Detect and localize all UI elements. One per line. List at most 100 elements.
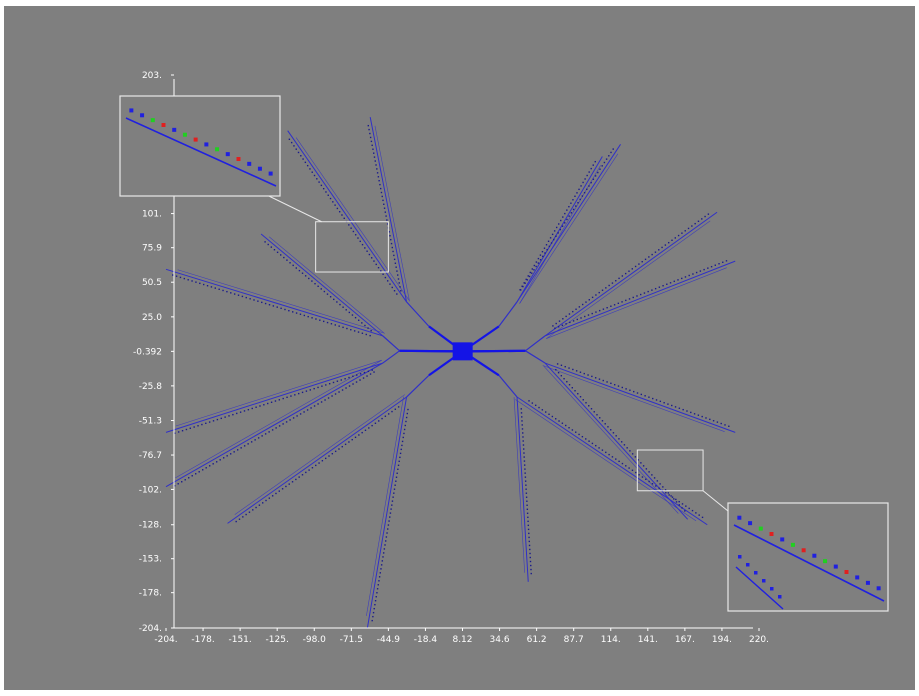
branch-dot: [393, 254, 395, 257]
branch-dot: [608, 155, 610, 157]
branch-dot: [664, 244, 667, 246]
branch-dot: [392, 496, 394, 498]
branch-dot: [561, 324, 564, 326]
branch-dot: [267, 402, 269, 405]
branch-dot: [328, 383, 331, 385]
branch-dot: [371, 619, 373, 622]
branch-dot: [535, 265, 537, 268]
branch-line: [513, 397, 525, 573]
branch-dot: [523, 448, 525, 450]
branch-dot: [361, 243, 364, 246]
branch-dot: [560, 219, 562, 222]
branch-dot: [273, 249, 276, 251]
branch-dot: [654, 251, 657, 253]
branch-dot: [620, 441, 623, 443]
branch-dot: [529, 271, 531, 274]
y-tick-label: -0.392: [133, 347, 162, 357]
branch-dot: [561, 225, 564, 227]
branch-dot: [356, 374, 358, 376]
branch-dot: [527, 520, 529, 523]
x-tick-label: -204.: [154, 635, 177, 645]
x-tick-label: 167.: [675, 635, 695, 645]
branch-dot: [610, 382, 612, 385]
y-tick-label: -178.: [139, 589, 162, 599]
branch-dot: [557, 326, 560, 328]
branch-dot: [581, 303, 584, 306]
branch-dot: [605, 287, 607, 289]
branch-dot: [348, 441, 350, 443]
branch-dot: [326, 293, 329, 295]
inset-dot: [865, 580, 870, 585]
branch-dot: [401, 444, 403, 447]
branch-dot: [304, 275, 307, 277]
branch-dot: [651, 483, 654, 485]
branch-dot: [316, 178, 318, 180]
branch-dot: [377, 266, 380, 269]
branch-dot: [201, 469, 204, 471]
branch-dot: [621, 386, 623, 389]
branch-dot: [397, 468, 399, 470]
branch-dot: [648, 480, 650, 483]
branch-dot: [537, 257, 540, 260]
branch-dot: [348, 385, 351, 387]
branch-dot: [670, 495, 672, 497]
branch-dot: [522, 440, 524, 442]
branch-dot: [395, 476, 398, 478]
branch-dot: [381, 560, 384, 562]
branch-dot: [674, 237, 677, 239]
inset-dot: [247, 161, 252, 166]
branch-dot: [191, 280, 193, 282]
branch-dot: [710, 265, 713, 268]
inset-connector: [268, 195, 322, 223]
branch-dot: [628, 467, 630, 469]
branch-dot: [216, 418, 219, 421]
inset-dot: [748, 521, 753, 526]
branch-dot: [523, 460, 526, 462]
branch-dot: [396, 293, 398, 295]
branch-dot: [716, 421, 719, 423]
branch-dot: [664, 489, 667, 491]
branch-dot: [229, 453, 232, 455]
branch-dot: [528, 275, 531, 278]
x-tick-label: 220.: [749, 635, 769, 645]
branch-dot: [552, 325, 554, 327]
inset-dot: [801, 548, 806, 553]
branch-dot: [647, 290, 649, 293]
branch-dot: [311, 467, 314, 469]
branch-dot: [593, 411, 595, 413]
inset-dot: [738, 555, 742, 559]
branch-dot: [520, 412, 523, 414]
branch-dot: [607, 426, 609, 428]
branch-line: [374, 125, 410, 302]
branch-dot: [638, 263, 640, 265]
branch-dot: [587, 374, 589, 376]
branch-dot: [695, 512, 697, 514]
inset-dot: [780, 537, 785, 542]
branch-dot: [551, 233, 554, 236]
branch-dot: [615, 458, 617, 460]
branch-dot: [323, 290, 326, 293]
y-tick-label: -153.: [139, 555, 162, 565]
branch-dot: [224, 416, 226, 418]
branch-dot: [690, 411, 692, 414]
branch-dot: [345, 387, 347, 389]
branch-dot: [529, 552, 531, 555]
branch-dot: [383, 548, 386, 550]
branch-dot: [338, 391, 340, 393]
branch-dot: [692, 273, 694, 275]
branch-dot: [382, 273, 384, 275]
branch-dot: [555, 369, 557, 371]
branch-dot: [318, 462, 320, 464]
branch-dot: [531, 268, 534, 270]
branch-dot: [195, 473, 197, 475]
branch-dot: [640, 393, 643, 396]
branch-dot: [531, 272, 533, 274]
branch-dot: [380, 564, 383, 566]
branch-dot: [712, 420, 715, 422]
branch-dot: [359, 373, 362, 375]
branch-dot: [292, 311, 294, 313]
y-tick-label: -76.7: [139, 451, 162, 461]
branch-dot: [278, 425, 281, 427]
branch-dot: [276, 251, 279, 254]
branch-dot: [288, 483, 290, 485]
